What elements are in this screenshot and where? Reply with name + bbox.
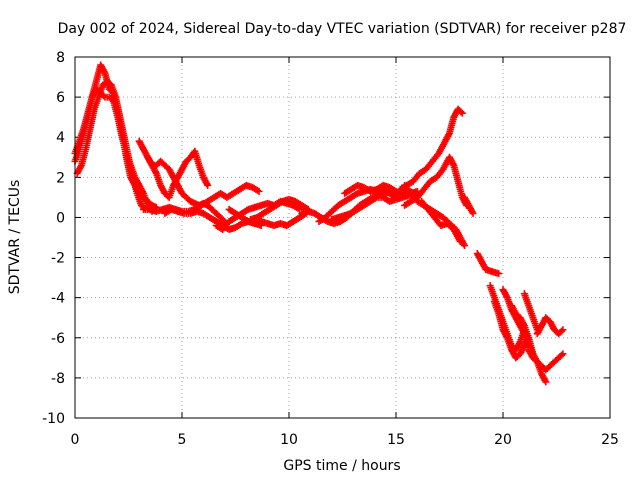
data-point: [100, 92, 108, 100]
data-point: [204, 181, 212, 189]
y-tick-label: -2: [51, 251, 65, 267]
data-point: [458, 109, 466, 117]
x-tick-label: 10: [280, 432, 298, 448]
data-point: [457, 108, 465, 116]
series-arc-3: [71, 85, 156, 215]
series-arc-18: [418, 197, 464, 246]
data-point: [255, 187, 263, 195]
y-axis-label: SDTVAR / TECUs: [7, 180, 23, 295]
series-arc-16: [401, 153, 471, 209]
data-point: [559, 350, 567, 358]
x-tick-label: 5: [178, 432, 187, 448]
data-point: [533, 326, 541, 334]
x-tick-label: 15: [387, 432, 405, 448]
data-markers: [71, 61, 567, 386]
x-tick-label: 20: [494, 432, 512, 448]
x-tick-labels: 0 5 10 15 20 25: [71, 432, 619, 448]
data-point: [456, 238, 464, 246]
axis-ticks: [74, 56, 611, 419]
y-tick-labels: -10 -8 -6 -4 -2 0 2 4 6 8: [42, 50, 65, 427]
y-tick-label: 8: [56, 50, 65, 66]
data-point: [469, 209, 477, 217]
series-arc-27: [520, 290, 541, 334]
data-point: [495, 270, 503, 278]
x-tick-label: 0: [71, 432, 80, 448]
series-arc-14: [341, 181, 400, 197]
data-point: [542, 378, 550, 386]
series-arc-26: [533, 314, 567, 338]
y-tick-label: 4: [56, 130, 65, 146]
data-point: [557, 351, 565, 359]
series-arc-20: [473, 250, 503, 278]
y-tick-label: -4: [51, 291, 65, 307]
series-arc-25: [525, 346, 567, 374]
y-tick-label: -6: [51, 331, 65, 347]
y-tick-label: 6: [56, 90, 65, 106]
x-axis-label: GPS time / hours: [283, 458, 400, 474]
x-tick-label: 25: [601, 432, 619, 448]
y-tick-label: 0: [56, 210, 65, 226]
y-tick-label: -8: [51, 371, 65, 387]
plot-frame: [74, 56, 611, 419]
data-point: [392, 187, 400, 195]
series-arc-1: [71, 61, 160, 211]
y-tick-label: 2: [56, 170, 65, 186]
data-point: [559, 326, 567, 334]
grid: [75, 57, 610, 418]
series-arc-19: [460, 193, 477, 217]
y-tick-label: -10: [42, 411, 65, 427]
series-arc-4: [135, 137, 212, 201]
chart-title: Day 002 of 2024, Sidereal Day-to-day VTE…: [58, 21, 627, 37]
data-point: [460, 242, 468, 250]
data-point: [557, 327, 565, 335]
